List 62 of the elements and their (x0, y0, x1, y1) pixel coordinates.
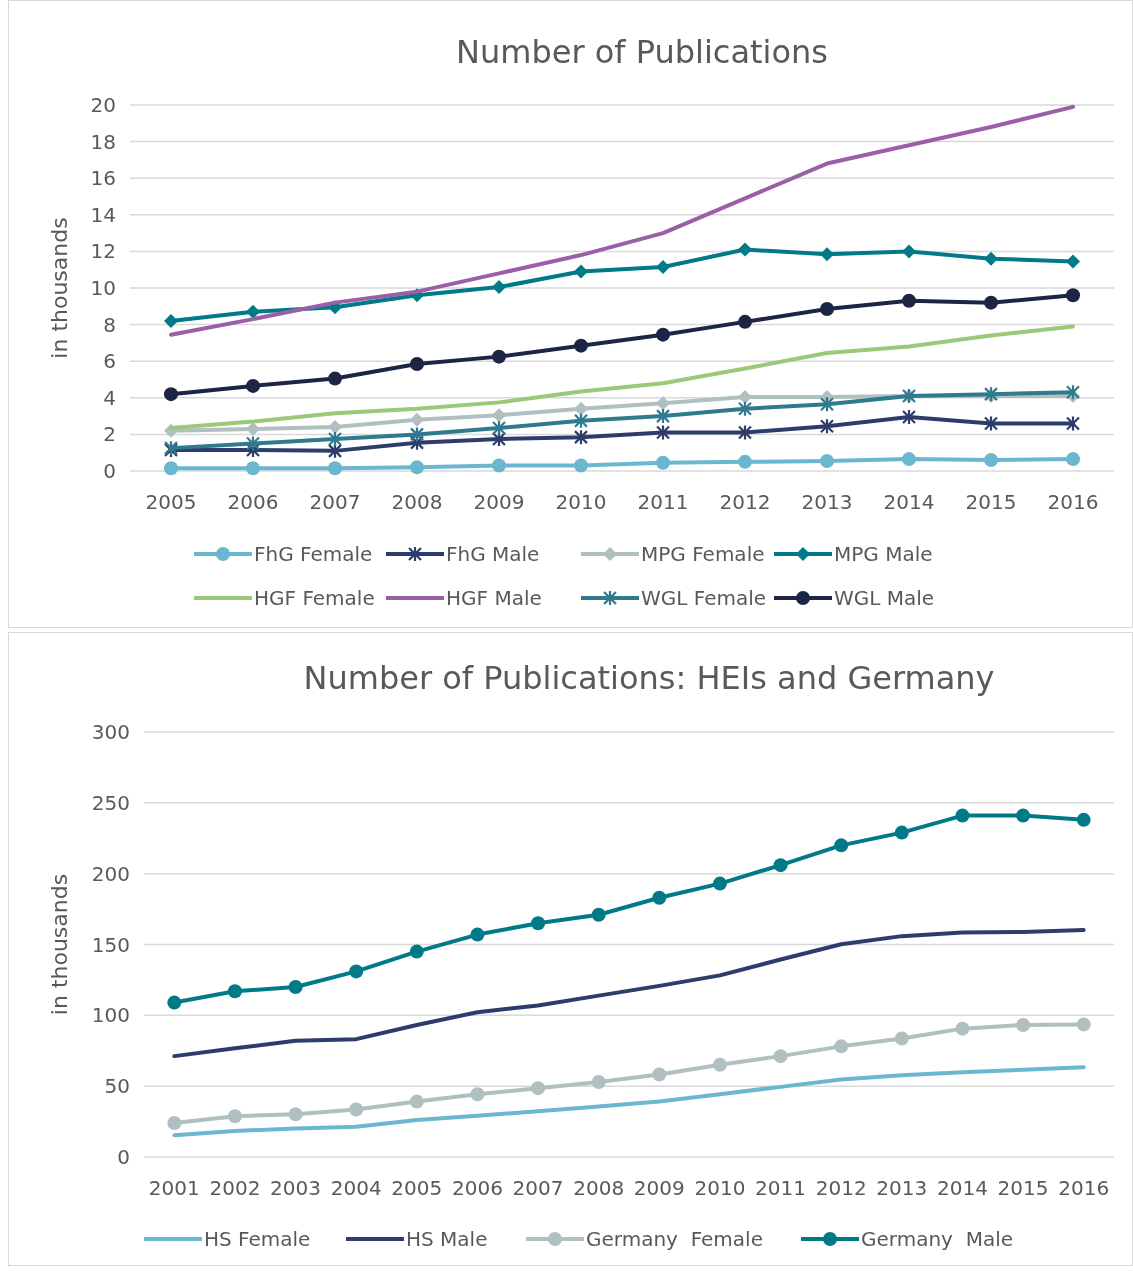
x-tick-label: 2009 (633, 1176, 685, 1200)
x-tick-label: 2005 (391, 1176, 443, 1200)
y-tick-label: 4 (103, 385, 116, 410)
x-tick-label: 2009 (473, 490, 525, 514)
legend-label: HGF Female (254, 586, 375, 610)
x-tick-label: 2006 (451, 1176, 503, 1200)
y-tick-label: 200 (91, 861, 130, 886)
y-tick-label: 2 (103, 422, 116, 447)
x-tick-label: 2012 (815, 1176, 867, 1200)
legend-label: Germany Male (861, 1227, 1014, 1251)
y-tick-label: 50 (104, 1074, 130, 1099)
y-tick-label: 14 (90, 202, 116, 227)
legend-label: MPG Male (834, 542, 933, 566)
x-tick-label: 2014 (936, 1176, 988, 1200)
y-tick-label: 18 (90, 129, 116, 154)
y-tick-label: 250 (91, 790, 130, 815)
legend-label: WGL Female (641, 586, 767, 610)
legend-label: Germany Female (586, 1227, 763, 1251)
x-tick-label: 2015 (965, 490, 1017, 514)
legend-label: HS Female (204, 1227, 311, 1251)
y-tick-label: 300 (91, 720, 130, 744)
legend-label: FhG Female (254, 542, 373, 566)
y-tick-label: 6 (103, 349, 116, 374)
x-tick-label: 2002 (209, 1176, 261, 1200)
x-tick-label: 2003 (270, 1176, 322, 1200)
x-tick-label: 2006 (227, 490, 279, 514)
legend-label: HS Male (406, 1227, 488, 1251)
y-tick-label: 100 (91, 1003, 130, 1028)
y-tick-label: 150 (91, 932, 130, 957)
chart-title: Number of Publications (455, 33, 829, 71)
x-tick-label: 2010 (694, 1176, 746, 1200)
x-tick-label: 2013 (801, 490, 853, 514)
chart-title: Number of Publications: HEIs and Germany (303, 659, 995, 697)
legend-label: HGF Male (446, 586, 542, 610)
legend-label: MPG Female (641, 542, 765, 566)
x-tick-label: 2007 (309, 490, 361, 514)
x-tick-label: 2007 (512, 1176, 564, 1200)
y-tick-label: 10 (90, 276, 116, 300)
x-tick-label: 2012 (719, 490, 771, 514)
x-tick-label: 2001 (148, 1176, 200, 1200)
x-tick-label: 2011 (755, 1176, 807, 1200)
x-tick-label: 2013 (876, 1176, 928, 1200)
x-tick-label: 2014 (883, 490, 935, 514)
y-tick-label: 16 (90, 166, 116, 191)
legend-label: WGL Male (834, 586, 935, 610)
x-tick-label: 2011 (637, 490, 689, 514)
y-tick-label: 8 (103, 312, 116, 337)
x-tick-label: 2008 (573, 1176, 625, 1200)
y-tick-label: 0 (103, 459, 116, 483)
y-axis-title: in thousands (47, 873, 72, 1016)
y-tick-label: 0 (117, 1145, 130, 1169)
x-tick-label: 2015 (997, 1176, 1049, 1200)
legend-label: FhG Male (446, 542, 540, 566)
x-tick-label: 2004 (330, 1176, 382, 1200)
x-tick-label: 2016 (1058, 1176, 1110, 1200)
x-tick-label: 2008 (391, 490, 443, 514)
y-tick-label: 12 (90, 239, 116, 264)
x-tick-label: 2005 (145, 490, 197, 514)
x-tick-label: 2016 (1047, 490, 1099, 514)
y-axis-title: in thousands (47, 217, 72, 359)
x-tick-label: 2010 (555, 490, 607, 514)
y-tick-label: 20 (90, 93, 116, 117)
